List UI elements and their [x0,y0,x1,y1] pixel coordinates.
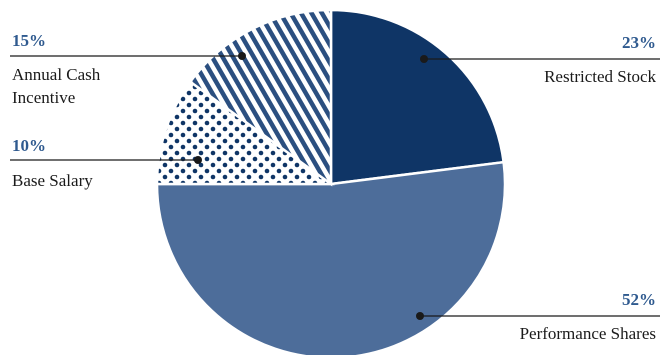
leader-dot-base-salary [194,156,202,164]
percent-label-base-salary: 10% [12,136,46,155]
leader-dot-restricted-stock [420,55,428,63]
pie-slice-restricted-stock [329,8,506,186]
percent-label-performance-shares: 52% [622,290,656,309]
percent-label-restricted-stock: 23% [622,33,656,52]
pie-slice-annual-cash-incentive [188,8,333,187]
slice-label-annual-cash-incentive-line1: Annual Cash [12,65,101,84]
leader-dot-performance-shares [416,312,424,320]
pie-slice-performance-shares [155,160,507,355]
slice-label-base-salary: Base Salary [12,171,93,190]
percent-label-annual-cash-incentive: 15% [12,31,46,50]
leader-dot-annual-cash-incentive [238,52,246,60]
slice-label-annual-cash-incentive-line2: Incentive [12,88,75,107]
slice-label-performance-shares: Performance Shares [520,324,656,343]
slice-label-restricted-stock: Restricted Stock [544,67,656,86]
